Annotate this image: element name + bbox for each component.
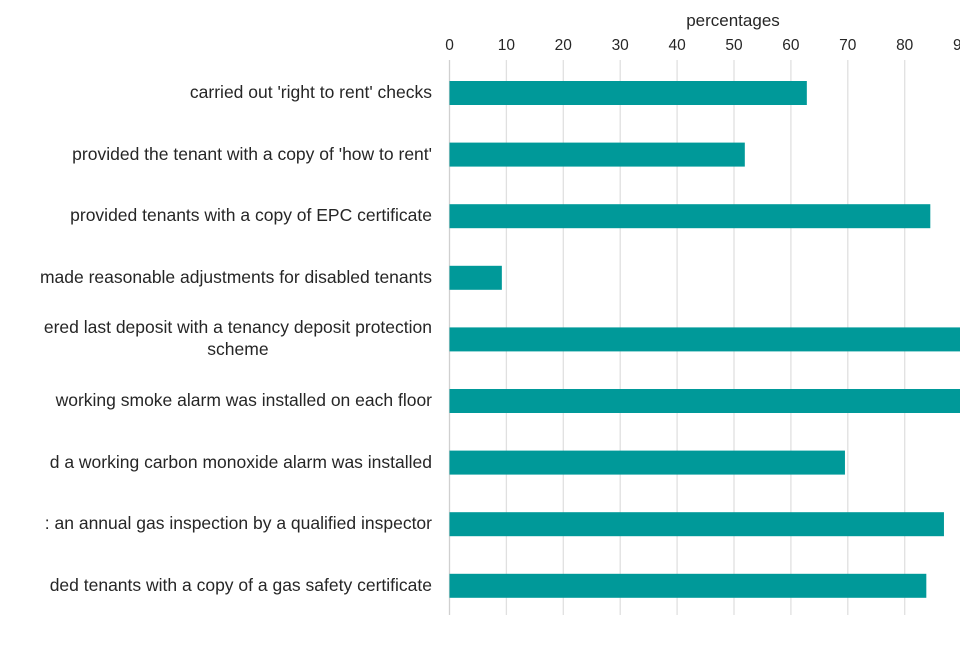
bar [450, 266, 502, 290]
x-tick-label: 80 [896, 37, 914, 54]
bar [450, 512, 944, 536]
category-label: ded tenants with a copy of a gas safety … [50, 574, 432, 596]
category-label: d a working carbon monoxide alarm was in… [50, 451, 432, 473]
category-label-line: : an annual gas inspection by a qualifie… [45, 512, 432, 534]
x-tick-label: 10 [498, 37, 516, 54]
category-label-line: d a working carbon monoxide alarm was in… [50, 451, 432, 473]
category-label-line: scheme [44, 338, 432, 360]
category-label-line: provided tenants with a copy of EPC cert… [70, 204, 432, 226]
category-label: working smoke alarm was installed on eac… [56, 389, 432, 411]
category-label: : an annual gas inspection by a qualifie… [45, 512, 432, 534]
category-label: provided tenants with a copy of EPC cert… [70, 204, 432, 226]
category-label: carried out 'right to rent' checks [190, 81, 432, 103]
x-tick-label: 50 [725, 37, 743, 54]
category-label-line: working smoke alarm was installed on eac… [56, 389, 432, 411]
category-label-line: made reasonable adjustments for disabled… [40, 266, 432, 288]
x-tick-label: 20 [555, 37, 573, 54]
bar [450, 327, 960, 351]
category-label: provided the tenant with a copy of 'how … [72, 143, 432, 165]
category-label: ered last deposit with a tenancy deposit… [44, 316, 432, 360]
x-tick-label: 0 [445, 37, 454, 54]
x-axis-title: percentages [686, 11, 780, 30]
x-tick-label: 70 [839, 37, 857, 54]
bar [450, 81, 807, 105]
category-label-line: ered last deposit with a tenancy deposit… [44, 316, 432, 338]
x-tick-label: 30 [612, 37, 630, 54]
category-label: made reasonable adjustments for disabled… [40, 266, 432, 288]
bar [450, 574, 927, 598]
x-tick-label: 40 [668, 37, 686, 54]
bar [450, 204, 931, 228]
bar [450, 389, 960, 413]
category-label-line: carried out 'right to rent' checks [190, 81, 432, 103]
bar [450, 451, 845, 475]
bar [450, 143, 745, 167]
category-label-line: ded tenants with a copy of a gas safety … [50, 574, 432, 596]
x-tick-label: 60 [782, 37, 800, 54]
x-tick-label: 90 [953, 37, 960, 54]
category-label-line: provided the tenant with a copy of 'how … [72, 143, 432, 165]
